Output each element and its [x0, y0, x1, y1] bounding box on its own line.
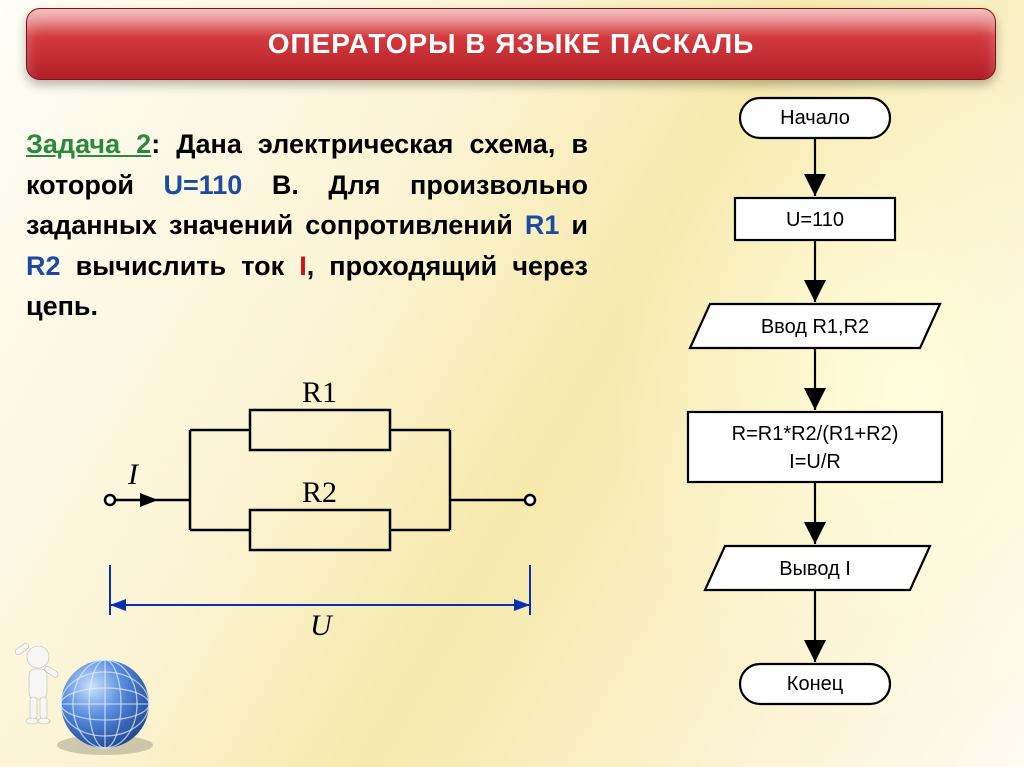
- i-txt: I: [299, 251, 307, 281]
- circuit-diagram: I R1 R2 U: [70, 360, 570, 640]
- u-eq: U=110: [163, 170, 242, 200]
- circuit-r1-label: R1: [302, 376, 337, 409]
- flow-proc-l1: R=R1*R2/(R1+R2): [732, 423, 899, 445]
- flow-input: Ввод R1,R2: [761, 316, 869, 338]
- flow-output: Вывод I: [779, 558, 851, 580]
- flow-proc-l2: I=U/R: [789, 451, 841, 473]
- problem-text: Задача 2: Дана электрическая схема, в ко…: [26, 124, 588, 327]
- title-text: ОПЕРАТОРЫ В ЯЗЫКЕ ПАСКАЛЬ: [268, 28, 755, 60]
- title-banner: ОПЕРАТОРЫ В ЯЗЫКЕ ПАСКАЛЬ: [26, 8, 996, 80]
- circuit-r2-label: R2: [302, 476, 337, 509]
- slide: ОПЕРАТОРЫ В ЯЗЫКЕ ПАСКАЛЬ Задача 2: Дана…: [0, 0, 1024, 767]
- flow-end: Конец: [787, 673, 843, 695]
- flow-start: Начало: [780, 107, 850, 129]
- flowchart: Начало U=110 Ввод R1,R2 R=R1*R2/(R1+R2) …: [630, 92, 1000, 752]
- task-label: Задача 2: [26, 129, 151, 159]
- and: и: [559, 210, 588, 240]
- r2-txt: R2: [26, 251, 61, 281]
- r1-txt: R1: [525, 210, 560, 240]
- circuit-i-label: I: [127, 458, 140, 491]
- t3: вычислить ток: [61, 251, 300, 281]
- flow-assign: U=110: [786, 209, 844, 231]
- circuit-u-label: U: [310, 609, 334, 640]
- globe-icon: [10, 619, 160, 759]
- u-dimension: U: [110, 565, 530, 640]
